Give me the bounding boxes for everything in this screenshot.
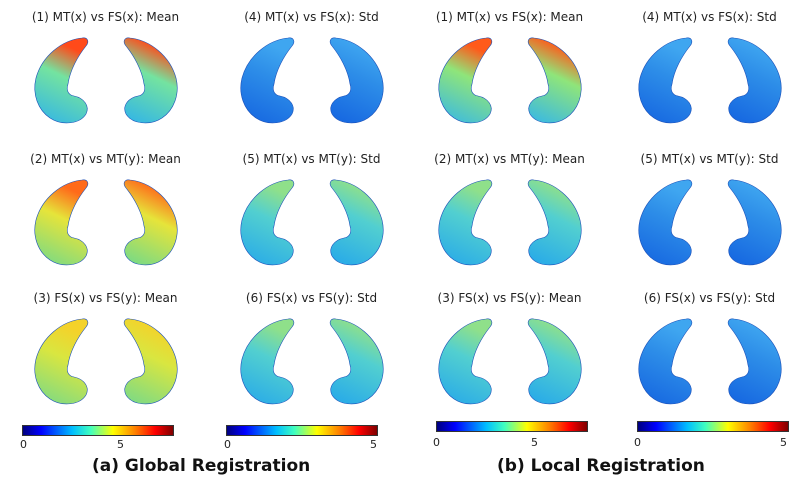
hippocampus-surface-pair [240, 318, 384, 405]
panel-9: (3) FS(x) vs FS(y): Mean [8, 291, 203, 421]
right-hippocampus-shape [123, 37, 178, 124]
right-hippocampus-shape [123, 318, 178, 405]
left-hippocampus-shape [438, 37, 493, 124]
right-hippocampus-shape [527, 318, 582, 405]
left-hippocampus-shape [438, 179, 493, 266]
panel-2: (4) MT(x) vs FS(x): Std [214, 10, 409, 140]
hippocampus-surface-pair [34, 37, 178, 124]
colorbar-tick-max: 5 [531, 436, 538, 449]
colorbar-local-mean [436, 421, 588, 432]
panel-title: (2) MT(x) vs MT(y): Mean [30, 152, 181, 166]
left-hippocampus-shape [240, 179, 295, 266]
right-hippocampus-shape [123, 179, 178, 266]
hippocampus-surface-pair [438, 179, 582, 266]
left-hippocampus-shape [240, 318, 295, 405]
left-hippocampus-shape [34, 179, 89, 266]
colorbar-local-std [637, 421, 789, 432]
panel-title: (6) FS(x) vs FS(y): Std [245, 291, 378, 305]
caption-global-registration: (a) Global Registration [92, 456, 311, 476]
colorbar-tick-min: 0 [433, 436, 440, 449]
left-hippocampus-shape [240, 37, 295, 124]
panel-12: (6) FS(x) vs FS(y): Std [612, 291, 800, 421]
hippocampus-surface-pair [240, 179, 384, 266]
panel-11: (3) FS(x) vs FS(y): Mean [412, 291, 607, 421]
colorbar-tick-min: 0 [224, 438, 231, 451]
right-hippocampus-shape [329, 37, 384, 124]
caption-local-registration: (b) Local Registration [497, 456, 705, 476]
hippocampus-surface-pair [438, 37, 582, 124]
panel-6: (5) MT(x) vs MT(y): Std [214, 152, 409, 282]
left-hippocampus-shape [438, 318, 493, 405]
panel-4: (4) MT(x) vs FS(x): Std [612, 10, 800, 140]
right-hippocampus-shape [727, 37, 782, 124]
left-hippocampus-shape [638, 179, 693, 266]
hippocampus-surface-pair [638, 318, 782, 405]
hippocampus-surface-pair [34, 318, 178, 405]
panel-5: (2) MT(x) vs MT(y): Mean [8, 152, 203, 282]
panel-title: (4) MT(x) vs FS(x): Std [244, 10, 379, 24]
panel-10: (6) FS(x) vs FS(y): Std [214, 291, 409, 421]
panel-title: (6) FS(x) vs FS(y): Std [643, 291, 776, 305]
right-hippocampus-shape [727, 318, 782, 405]
colorbar-tick-max: 5 [780, 436, 787, 449]
right-hippocampus-shape [329, 179, 384, 266]
hippocampus-surface-pair [240, 37, 384, 124]
panel-title: (2) MT(x) vs MT(y): Mean [434, 152, 585, 166]
panel-3: (1) MT(x) vs FS(x): Mean [412, 10, 607, 140]
panel-title: (5) MT(x) vs MT(y): Std [242, 152, 381, 166]
colorbar-tick-max: 5 [370, 438, 377, 451]
right-hippocampus-shape [727, 179, 782, 266]
left-hippocampus-shape [34, 318, 89, 405]
panel-title: (3) FS(x) vs FS(y): Mean [437, 291, 582, 305]
panel-title: (1) MT(x) vs FS(x): Mean [31, 10, 180, 24]
right-hippocampus-shape [329, 318, 384, 405]
panel-1: (1) MT(x) vs FS(x): Mean [8, 10, 203, 140]
left-hippocampus-shape [638, 318, 693, 405]
left-hippocampus-shape [638, 37, 693, 124]
panel-8: (5) MT(x) vs MT(y): Std [612, 152, 800, 282]
panel-title: (3) FS(x) vs FS(y): Mean [33, 291, 178, 305]
left-hippocampus-shape [34, 37, 89, 124]
colorbar-tick-min: 0 [634, 436, 641, 449]
panel-title: (4) MT(x) vs FS(x): Std [642, 10, 777, 24]
right-hippocampus-shape [527, 37, 582, 124]
colorbar-global-std [226, 425, 378, 436]
colorbar-tick-max: 5 [117, 438, 124, 451]
hippocampus-surface-pair [34, 179, 178, 266]
hippocampus-surface-pair [438, 318, 582, 405]
panel-title: (5) MT(x) vs MT(y): Std [640, 152, 779, 166]
colorbar-tick-min: 0 [20, 438, 27, 451]
right-hippocampus-shape [527, 179, 582, 266]
panel-title: (1) MT(x) vs FS(x): Mean [435, 10, 584, 24]
hippocampus-surface-pair [638, 179, 782, 266]
panel-7: (2) MT(x) vs MT(y): Mean [412, 152, 607, 282]
hippocampus-surface-pair [638, 37, 782, 124]
colorbar-global-mean [22, 425, 174, 436]
